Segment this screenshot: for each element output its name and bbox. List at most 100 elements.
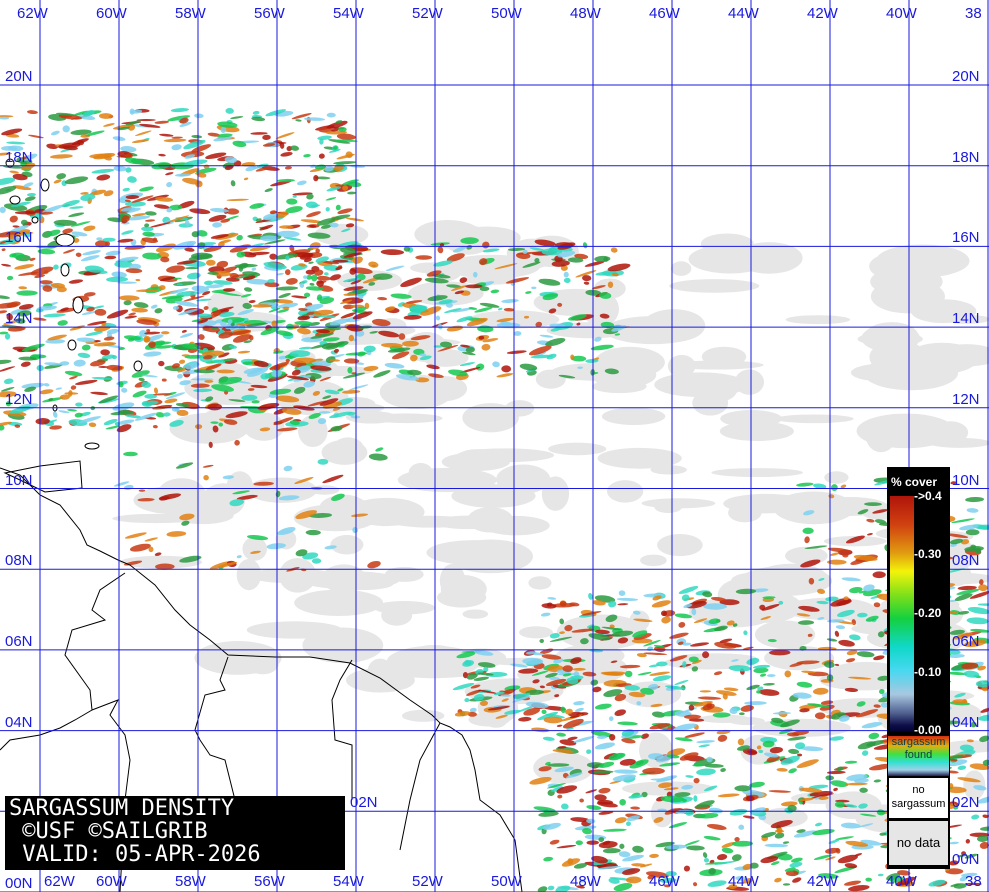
sargassum-patch <box>305 286 324 291</box>
sargassum-patch <box>636 653 647 658</box>
sargassum-patch <box>693 882 698 887</box>
sargassum-patch <box>591 770 614 774</box>
sargassum-patch <box>714 625 728 632</box>
sargassum-patch <box>337 208 353 215</box>
sargassum-patch <box>682 799 687 803</box>
left-lat-label: 18N <box>5 148 33 166</box>
sargassum-patch <box>970 628 989 633</box>
sargassum-patch <box>686 845 705 851</box>
sargassum-patch <box>462 351 476 356</box>
sargassum-patch <box>279 225 294 229</box>
sargassum-patch <box>542 822 561 830</box>
sargassum-patch <box>845 840 869 847</box>
sargassum-patch <box>479 258 488 266</box>
sargassum-patch <box>590 730 613 738</box>
sargassum-patch <box>264 188 273 193</box>
sargassum-patch <box>964 853 978 859</box>
sargassum-patch <box>737 745 751 751</box>
sargassum-patch <box>125 167 132 173</box>
sargassum-patch <box>251 400 260 404</box>
sargassum-patch <box>18 356 37 361</box>
sargassum-patch <box>348 384 369 391</box>
sargassum-patch <box>663 884 671 888</box>
sargassum-patch <box>774 829 785 833</box>
sargassum-patch <box>148 546 154 553</box>
sargassum-patch <box>812 687 829 695</box>
sargassum-patch <box>191 319 203 322</box>
sargassum-patch <box>333 161 357 165</box>
sargassum-patch <box>622 854 644 862</box>
sargassum-patch <box>95 240 108 248</box>
sargassum-patch <box>285 255 290 261</box>
sargassum-patch <box>295 510 317 520</box>
sargassum-patch <box>128 312 136 316</box>
sargassum-patch <box>828 839 840 844</box>
sargassum-patch <box>141 374 158 378</box>
sargassum-patch <box>546 602 553 607</box>
sargassum-patch <box>368 453 388 461</box>
sargassum-patch <box>123 451 138 457</box>
sargassum-patch <box>7 234 16 239</box>
sargassum-patch <box>183 295 205 302</box>
sargassum-patch <box>848 885 870 892</box>
left-lat-label: 14N <box>5 310 33 328</box>
sargassum-patch <box>221 317 245 324</box>
no-data-patch <box>869 254 910 279</box>
sargassum-patch <box>315 256 329 263</box>
sargassum-patch <box>826 559 847 565</box>
sargassum-patch <box>68 212 85 218</box>
sargassum-patch <box>556 724 563 727</box>
sargassum-patch <box>303 303 324 312</box>
sargassum-patch <box>251 267 257 271</box>
sargassum-patch <box>652 595 662 601</box>
sargassum-patch <box>800 746 824 752</box>
sargassum-patch <box>291 295 308 299</box>
sargassum-patch <box>243 287 253 292</box>
top-lon-label: 42W <box>807 5 838 22</box>
sargassum-patch <box>760 856 779 864</box>
sargassum-patch <box>571 628 595 633</box>
sargassum-patch <box>117 281 137 284</box>
sargassum-patch <box>204 280 214 286</box>
sargassum-patch <box>226 198 249 201</box>
sargassum-patch <box>598 787 611 794</box>
sargassum-patch <box>594 703 612 710</box>
sargassum-patch <box>610 660 618 663</box>
sargassum-patch <box>614 693 627 702</box>
no-data-patch <box>172 506 234 525</box>
sargassum-patch <box>496 317 514 323</box>
top-lon-label: 54W <box>333 5 364 22</box>
sargassum-patch <box>796 681 813 688</box>
sargassum-patch <box>681 784 694 790</box>
left-lat-label: 06N <box>5 632 33 650</box>
sargassum-patch <box>230 180 236 187</box>
sargassum-patch <box>246 366 269 377</box>
sargassum-patch <box>843 596 849 601</box>
sargassum-patch <box>363 345 376 353</box>
sargassum-patch <box>324 545 337 550</box>
sargassum-patch <box>322 337 340 342</box>
sargassum-patch <box>161 295 185 300</box>
sargassum-patch <box>179 332 194 338</box>
sargassum-patch <box>559 631 565 634</box>
sargassum-patch <box>347 411 356 416</box>
sargassum-patch <box>73 238 80 243</box>
sargassum-patch <box>586 805 602 810</box>
sargassum-patch <box>597 865 622 870</box>
sargassum-patch <box>957 585 977 591</box>
sargassum-patch <box>561 803 569 810</box>
sargassum-patch <box>866 533 873 536</box>
sargassum-patch <box>276 272 284 276</box>
sargassum-patch <box>194 424 203 430</box>
sargassum-patch <box>1 263 12 267</box>
sargassum-patch <box>495 714 508 719</box>
no-data-patch <box>386 645 481 679</box>
sargassum-patch <box>273 350 284 354</box>
sargassum-patch <box>557 794 563 799</box>
sargassum-patch <box>74 110 89 116</box>
sargassum-patch <box>141 226 154 232</box>
no-data-patch <box>604 316 703 345</box>
sargassum-patch <box>338 126 347 132</box>
sargassum-patch <box>437 246 444 254</box>
sargassum-patch <box>636 701 642 706</box>
